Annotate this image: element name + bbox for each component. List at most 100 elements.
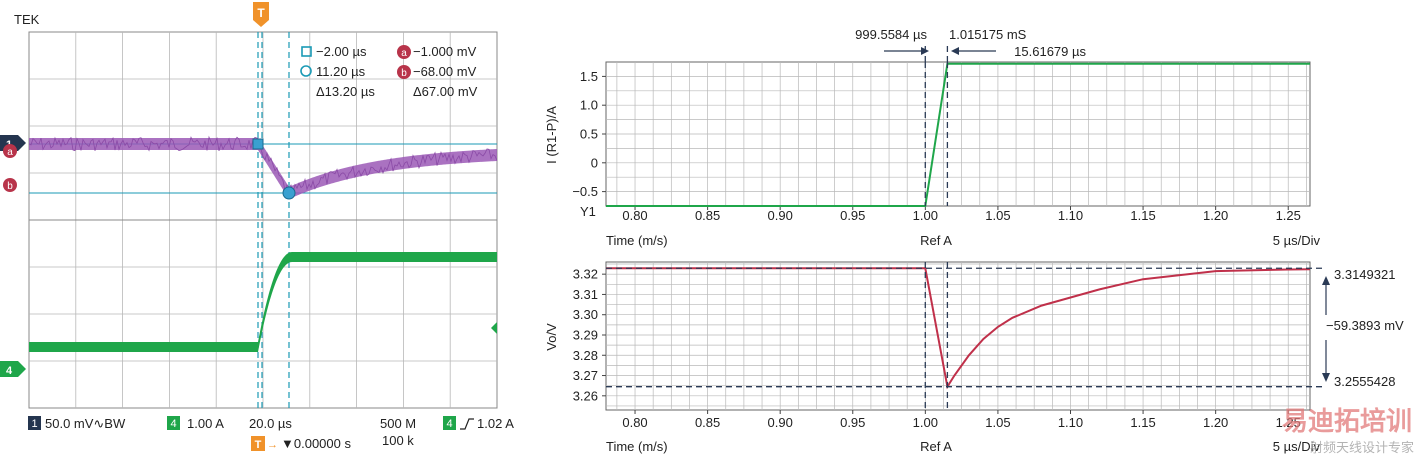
voltage-plot-y-ticks: 3.32 3.31 3.30 3.29 3.28 3.27 3.26: [573, 267, 606, 403]
y-tick-label: −0.5: [572, 184, 598, 199]
current-plot-xlabel: Time (m/s): [606, 233, 668, 248]
cursor-delta-time: 15.61679 µs: [1014, 44, 1086, 59]
current-plot-div: 5 µs/Div: [1273, 233, 1321, 248]
oscilloscope-panel: TEK T −2.00 µs 11.20 µs Δ13.20 µs a −1.0…: [0, 2, 514, 451]
cursor-b-value: −68.00 mV: [413, 64, 477, 79]
current-series-line: [606, 62, 1310, 207]
x-tick-label: 1.00: [913, 208, 938, 223]
x-tick-label: 1.10: [1058, 208, 1083, 223]
y-tick-label: 3.28: [573, 348, 598, 363]
arrow-down-icon: [1322, 373, 1330, 382]
x-tick-label: 0.95: [840, 208, 865, 223]
timebase: 20.0 µs: [249, 416, 292, 431]
level-low: 3.2555428: [1334, 374, 1395, 389]
ch4-footer-badge-label: 4: [170, 418, 176, 430]
cursor-b-marker: b: [3, 178, 17, 192]
voltage-plot-xlabel: Time (m/s): [606, 439, 668, 454]
voltage-level-annotation: 3.3149321 −59.3893 mV 3.2555428: [1322, 267, 1404, 389]
current-plot-grid: [605, 61, 1311, 207]
y-tick-label: 1.5: [580, 69, 598, 84]
watermark-title: 易迪拓培训: [1282, 406, 1412, 436]
current-plot-ref: Ref A: [920, 233, 952, 248]
x-tick-label: 0.95: [840, 415, 865, 430]
y-tick-label: 3.27: [573, 368, 598, 383]
ch4-scale: 1.00 A: [187, 416, 224, 431]
arrow-up-icon: [1322, 276, 1330, 285]
cursor-a-marker-label: a: [7, 147, 13, 158]
y-tick-label: 3.31: [573, 287, 598, 302]
cursor-a-value: −1.000 mV: [413, 44, 477, 59]
x-tick-label: 1.15: [1130, 415, 1155, 430]
x-tick-label: 0.85: [695, 415, 720, 430]
cursor-b-badge: [397, 65, 411, 79]
voltage-plot-ylabel: Vo/V: [544, 323, 559, 351]
y-tick-label: 0: [591, 155, 598, 170]
cursor-1-time: −2.00 µs: [316, 44, 367, 59]
arrow-right-icon: →: [267, 439, 278, 451]
y-tick-label: 3.26: [573, 388, 598, 403]
current-plot-y-ticks: 1.5 1.0 0.5 0 −0.5: [572, 69, 606, 199]
rising-edge-icon: [460, 418, 474, 430]
voltage-plot-div: 5 µs/Div: [1273, 439, 1321, 454]
cursor-readout: −2.00 µs 11.20 µs Δ13.20 µs a −1.000 mV …: [300, 44, 478, 99]
x-tick-label: 1.00: [913, 415, 938, 430]
watermark: 易迪拓培训 射频天线设计专家: [1282, 406, 1414, 455]
cursor-b-badge-label: b: [401, 68, 407, 79]
x-tick-label: 0.80: [622, 415, 647, 430]
ch1-footer-badge: [28, 416, 41, 430]
trigger-delay: ▼0.00000 s: [281, 436, 351, 451]
cursor-a-time: 999.5584 µs: [855, 27, 927, 42]
arrow-left-icon: [951, 47, 959, 55]
trigger-marker-label: T: [257, 6, 265, 20]
cursor-b-time: 1.015175 mS: [949, 27, 1027, 42]
channel-4-marker: 4: [0, 361, 26, 377]
x-tick-label: 1.15: [1130, 208, 1155, 223]
arrow-right-icon: [921, 47, 929, 55]
x-tick-label: 1.20: [1203, 415, 1228, 430]
x-tick-label: 0.90: [768, 208, 793, 223]
current-plot-series: [606, 46, 1310, 207]
ch1-footer-badge-label: 1: [31, 418, 37, 430]
ch1-trace-noise: [28, 135, 498, 194]
x-tick-label: 1.10: [1058, 415, 1083, 430]
x-tick-label: 1.20: [1203, 208, 1228, 223]
y-tick-label: 3.29: [573, 327, 598, 342]
scope-brand: TEK: [14, 12, 40, 27]
trigger-pos-badge: [251, 436, 265, 451]
trigger-level: 1.02 A: [477, 416, 514, 431]
bot-plot-frame: [605, 261, 1311, 411]
circle-cursor-icon: [300, 65, 312, 77]
cursor-2-point: [282, 186, 296, 200]
voltage-series-line: [606, 267, 1311, 390]
scope-traces: [28, 32, 498, 408]
y-tick-label: 3.30: [573, 307, 598, 322]
y-tick-label: 1.0: [580, 98, 598, 113]
ch4-trace-band: [29, 252, 497, 352]
current-plot-ylabel: I (R1-P)/A: [544, 106, 559, 164]
cursor-1-point: [252, 138, 264, 150]
trigger-pos-badge-label: T: [255, 439, 262, 451]
voltage-plot-ref: Ref A: [920, 439, 952, 454]
ch1-scale: 50.0 mV∿BW: [45, 416, 126, 431]
channel-4-marker-label: 4: [6, 365, 13, 377]
level-delta: −59.3893 mV: [1326, 318, 1404, 333]
record-length: 100 k: [382, 433, 414, 448]
cursor-a-badge: [397, 45, 411, 59]
y-tick-label: 3.32: [573, 267, 598, 282]
cursor-2-time: 11.20 µs: [316, 64, 366, 79]
voltage-plot-grid: [605, 261, 1311, 411]
current-plot: 1.5 1.0 0.5 0 −0.5 0.80 0.85 0.90 0.95 1.00 1.05 1…: [544, 27, 1320, 248]
trigger-source-badge-label: 4: [446, 418, 452, 430]
x-tick-label: 1.25: [1276, 208, 1301, 223]
cursor-a-marker: a: [3, 144, 17, 158]
square-cursor-icon: [301, 46, 312, 57]
current-plot-cursor-annotation: 999.5584 µs 1.015175 mS 15.61679 µs: [855, 27, 1086, 59]
trigger-source-badge: [443, 416, 456, 430]
level-high: 3.3149321: [1334, 267, 1395, 282]
cursor-delta-time: Δ13.20 µs: [316, 84, 375, 99]
current-plot-x-ticks: 0.80 0.85 0.90 0.95 1.00 1.05 1.10 1.15 1.20 1.25: [622, 206, 1301, 223]
voltage-plot: 3.32 3.31 3.30 3.29 3.28 3.27 3.26 0.80 0.85 0.9…: [544, 261, 1404, 454]
current-plot-y1-marker: Y1: [580, 204, 596, 219]
trigger-level-marker: [491, 322, 497, 334]
